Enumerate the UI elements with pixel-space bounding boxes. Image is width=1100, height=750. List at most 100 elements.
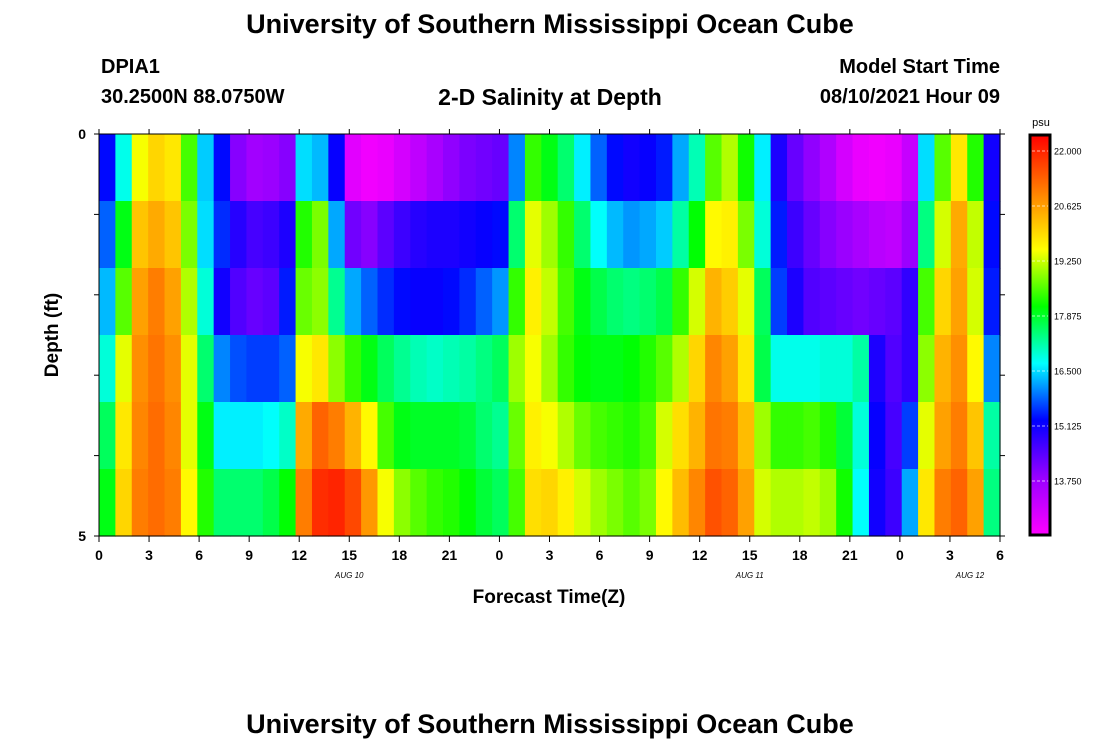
heatmap-cell [279, 402, 297, 470]
colorbar-gradient [1028, 133, 1052, 537]
heatmap-cell [213, 469, 231, 537]
station-coordinates: 30.2500N 88.0750W [101, 86, 285, 108]
heatmap-cell [655, 469, 673, 537]
colorbar-tick-label: 16.500 [1054, 367, 1082, 377]
heatmap-cell [410, 134, 428, 202]
x-tick-label: 18 [792, 547, 808, 563]
heatmap-cell [574, 469, 592, 537]
x-tick-label: 15 [341, 547, 357, 563]
heatmap-cell [443, 335, 460, 403]
heatmap-cell [934, 134, 952, 202]
heatmap-cell [328, 201, 346, 269]
heatmap-cell [737, 201, 755, 269]
heatmap-cell [148, 201, 166, 269]
heatmap-cell [541, 201, 559, 269]
heatmap-cell [721, 335, 739, 403]
heatmap-cell [508, 134, 526, 202]
heatmap-cell [377, 335, 395, 403]
heatmap-cell [180, 134, 198, 202]
heatmap-cell [688, 335, 706, 403]
x-tick-label: 15 [742, 547, 758, 563]
heatmap-cell [344, 268, 362, 336]
heatmap-cell [868, 201, 886, 269]
heatmap-cell [393, 201, 411, 269]
x-tick-label: 21 [442, 547, 458, 563]
heatmap-cell [836, 268, 854, 336]
heatmap-cell [197, 335, 215, 403]
heatmap-cell [639, 335, 657, 403]
heatmap-cell [295, 469, 313, 537]
heatmap-cell [410, 201, 428, 269]
heatmap-cell [803, 469, 821, 537]
heatmap-cell [344, 469, 362, 537]
heatmap-cell [377, 134, 395, 202]
heatmap-cell [852, 469, 870, 537]
heatmap-cell [655, 268, 673, 336]
heatmap-cell [852, 201, 870, 269]
heatmap-cell [623, 268, 641, 336]
heatmap-cell [213, 201, 231, 269]
heatmap-cell [524, 469, 542, 537]
heatmap-cell [934, 335, 952, 403]
heatmap-cell [164, 134, 182, 202]
heatmap-cell [524, 201, 542, 269]
x-tick-label: 0 [896, 547, 904, 563]
x-tick-label: 9 [245, 547, 253, 563]
heatmap-cell [131, 201, 149, 269]
x-tick-label: 0 [95, 547, 103, 563]
heatmap-cell [426, 335, 444, 403]
heatmap-cell [655, 335, 673, 403]
heatmap-cell [819, 469, 837, 537]
x-tick-label: 6 [596, 547, 604, 563]
heatmap-cell [459, 201, 477, 269]
heatmap-cell [557, 134, 575, 202]
heatmap-cell [361, 469, 379, 537]
heatmap-cell [590, 402, 608, 470]
heatmap-cell [541, 402, 559, 470]
heatmap-cell [688, 469, 706, 537]
heatmap-cell [180, 201, 198, 269]
heatmap-cell [443, 268, 460, 336]
heatmap-cell [967, 268, 985, 336]
heatmap-cell [197, 402, 215, 470]
heatmap-cell [475, 335, 493, 403]
heatmap-cell [262, 469, 280, 537]
heatmap-cell [524, 268, 542, 336]
heatmap-cell [459, 402, 477, 470]
heatmap-cell [295, 134, 313, 202]
heatmap-cell [557, 268, 575, 336]
heatmap-cell [868, 402, 886, 470]
heatmap-cell [426, 402, 444, 470]
heatmap-cell [393, 268, 411, 336]
heatmap-cell [901, 134, 919, 202]
heatmap-cell [623, 134, 641, 202]
heatmap-cell [459, 335, 477, 403]
x-tick-label: 12 [291, 547, 307, 563]
heatmap-cell [393, 469, 411, 537]
heatmap-cell [721, 469, 739, 537]
heatmap-cell [705, 134, 723, 202]
heatmap-cell [590, 469, 608, 537]
x-tick-label: 3 [145, 547, 153, 563]
heatmap-cell [131, 335, 149, 403]
heatmap-cell [623, 201, 641, 269]
heatmap-cell [705, 268, 723, 336]
heatmap-cell [164, 469, 182, 537]
heatmap-cell [459, 134, 477, 202]
heatmap-cell [230, 201, 248, 269]
y-tick-label: 5 [78, 528, 86, 544]
heatmap-cell [967, 335, 985, 403]
colorbar-ticks: 22.000 20.625 19.250 17.875 16.500 15.125 13.7… [1032, 147, 1082, 487]
heatmap-cell [279, 268, 297, 336]
heatmap-cell [164, 268, 182, 336]
heatmap-cell [918, 134, 936, 202]
heatmap-cell [279, 469, 297, 537]
heatmap-cell [197, 469, 215, 537]
heatmap-cell [508, 402, 526, 470]
heatmap-cell [705, 201, 723, 269]
heatmap-cell [803, 134, 821, 202]
heatmap-cell [99, 402, 116, 470]
heatmap-cell [230, 469, 248, 537]
heatmap-cell [590, 335, 608, 403]
